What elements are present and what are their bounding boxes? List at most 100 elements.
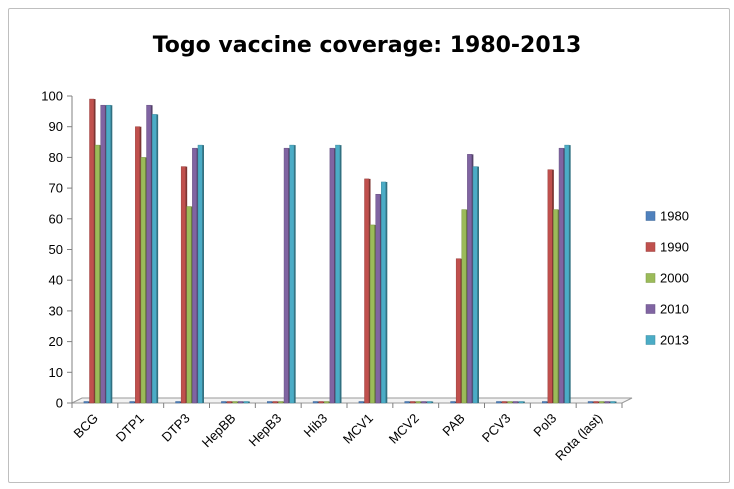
x-tick-label: Rota (last) [552, 411, 605, 464]
bar-side [248, 401, 250, 403]
bar-side [466, 209, 468, 403]
bar-side [105, 105, 107, 404]
y-tick-label: 100 [41, 89, 63, 104]
bar-2013-dtp1 [151, 114, 157, 404]
bar-1980-pol3 [542, 401, 547, 404]
bar-1990-pol3 [547, 169, 553, 404]
bar-side [598, 401, 600, 403]
legend-label-2010: 2010 [660, 302, 689, 317]
bar-side [454, 401, 457, 403]
bar-side [363, 401, 365, 403]
x-tick-label: HepBB [199, 411, 239, 451]
bar-side [569, 145, 571, 403]
x-tick-label: Pol3 [530, 411, 559, 440]
legend-swatch-1990 [645, 242, 656, 252]
bar-side [546, 401, 549, 403]
bar-2010-pol3 [558, 147, 564, 404]
bar-2013-pol3 [564, 144, 570, 404]
bar-side [431, 401, 434, 403]
bar-1980-pab [450, 401, 456, 404]
x-tick-label: MCV2 [386, 411, 422, 447]
x-tick-label: Hib3 [301, 411, 331, 441]
bar-1990-pcv3 [501, 401, 507, 404]
x-tick-label: DTP1 [113, 411, 147, 445]
bar-1980-mcv2 [404, 401, 410, 404]
bar-2000-rota-last- [599, 401, 604, 404]
bar-2013-bcg [106, 104, 111, 404]
bar-1980-hepbb [221, 401, 227, 404]
y-tick-label: 90 [49, 119, 63, 134]
y-tick-label: 30 [49, 303, 63, 318]
bar-side [237, 401, 239, 403]
bar-side [425, 401, 428, 403]
bar-2010-pcv3 [512, 401, 518, 404]
bars [83, 98, 617, 404]
x-tick-label: DTP3 [159, 411, 193, 445]
bar-2010-dtp3 [192, 147, 198, 404]
chart-title: Togo vaccine coverage: 1980-2013 [153, 33, 582, 58]
bar-side [552, 169, 554, 403]
legend-swatch-1980 [645, 211, 656, 221]
bar-side [225, 401, 228, 403]
bar-side [191, 206, 193, 403]
bar-1980-rota-last- [587, 401, 593, 404]
bar-2013-pab [472, 166, 478, 404]
legend-label-1980: 1980 [660, 209, 689, 224]
bar-side [328, 401, 331, 403]
bar-side [609, 401, 611, 403]
x-tick-label: PAB [439, 411, 467, 439]
bar-2013-pcv3 [518, 401, 524, 404]
legend: 1980 1990 2000 2010 2013 [645, 209, 689, 348]
bar-side [557, 209, 560, 403]
bar-side [202, 145, 204, 403]
bar-2013-hepb3 [289, 144, 295, 404]
bar-1990-pab [455, 258, 461, 404]
y-tick-label: 50 [49, 242, 63, 257]
bar-side [385, 181, 388, 403]
bar-2010-hepb3 [283, 147, 289, 404]
x-tick-labels: BCG DTP1 DTP3 HepBB HepB3 Hib3 MCV1 MCV2 PAB PCV3… [71, 411, 606, 464]
bar-side [288, 148, 291, 403]
bar-side [500, 401, 503, 403]
bar-side [110, 105, 113, 404]
bar-1990-dtp3 [180, 166, 186, 404]
y-tick-labels: 0 10 20 30 40 50 60 70 80 90 100 [41, 89, 63, 411]
bar-1980-dtp1 [129, 401, 135, 404]
y-tick-label: 10 [49, 365, 63, 380]
bar-2000-mcv1 [369, 224, 375, 404]
bar-side [277, 401, 279, 403]
bar-2000-hepb3 [278, 401, 284, 404]
bar-side [563, 148, 566, 403]
bar-side [323, 401, 325, 403]
bar-side [460, 258, 463, 403]
bar-2010-bcg [100, 104, 106, 404]
bar-1990-rota-last- [593, 401, 599, 404]
axes [67, 95, 633, 408]
bar-side [271, 401, 274, 403]
bar-1990-hepbb [226, 401, 232, 404]
y-tick-label: 40 [49, 273, 63, 288]
bar-1990-mcv1 [364, 178, 370, 404]
bar-2013-mcv2 [426, 401, 432, 404]
bar-side [517, 401, 520, 403]
bar-2000-mcv2 [415, 401, 421, 404]
bar-side [317, 401, 320, 403]
bar-1980-mcv1 [358, 401, 364, 404]
bar-2010-hepbb [237, 401, 243, 404]
bar-side [334, 148, 336, 403]
bar-side [145, 157, 147, 403]
bar-1980-pcv3 [496, 401, 502, 404]
bar-side [512, 401, 514, 403]
bar-side [592, 401, 595, 403]
x-tick-label: HepB3 [246, 411, 285, 450]
bar-2000-pcv3 [507, 401, 513, 404]
bar-2010-dtp1 [146, 104, 152, 404]
bar-side [139, 126, 142, 403]
bar-2013-hepbb [243, 401, 249, 404]
bar-side [242, 401, 245, 403]
legend-label-2000: 2000 [660, 271, 689, 286]
y-tick-label: 60 [49, 211, 63, 226]
legend-swatch-2000 [645, 273, 656, 283]
bar-2000-pab [461, 209, 467, 404]
